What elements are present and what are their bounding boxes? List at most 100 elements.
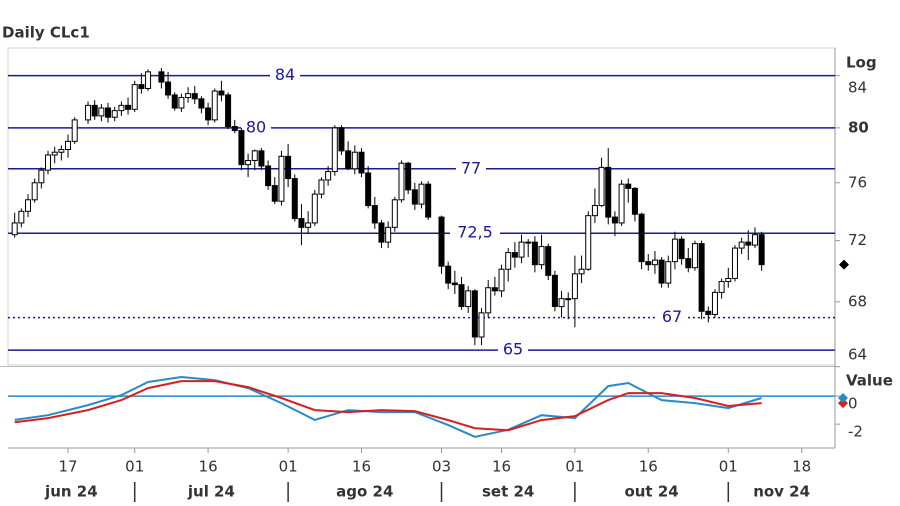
candle-body xyxy=(645,261,652,266)
candle-body xyxy=(685,258,692,269)
candle-body xyxy=(238,130,245,166)
candle-body xyxy=(638,213,645,263)
candle-body xyxy=(11,222,18,236)
candle-body xyxy=(185,93,192,99)
candle-body xyxy=(565,298,572,301)
candle-body xyxy=(165,81,172,96)
candle-body xyxy=(711,291,718,315)
candle-body xyxy=(211,90,218,121)
candle-body xyxy=(745,241,752,246)
y-tick-label: 80 xyxy=(848,118,869,136)
candle-body xyxy=(245,159,252,166)
candle-body xyxy=(205,107,212,121)
candle-body xyxy=(58,148,65,153)
month-label: set 24 xyxy=(482,483,534,501)
month-label: nov 24 xyxy=(753,483,810,501)
x-tick-label: 18 xyxy=(792,458,811,476)
candle-body xyxy=(571,273,578,300)
candle-body xyxy=(471,290,478,338)
candle-body xyxy=(131,84,138,110)
candle-body xyxy=(738,241,745,249)
candle-body xyxy=(351,151,358,170)
candle-body xyxy=(338,127,345,152)
x-tick-label: 01 xyxy=(279,458,298,476)
oscillator-line xyxy=(14,375,762,438)
y-tick-label: 76 xyxy=(848,173,867,191)
candle-body xyxy=(358,151,365,174)
candle-body xyxy=(38,169,45,184)
candle-body xyxy=(191,93,198,100)
candle-body xyxy=(705,310,712,315)
candle-body xyxy=(658,259,665,284)
level-label-bg xyxy=(456,159,486,178)
candle-body xyxy=(458,284,465,308)
candle-body xyxy=(518,241,525,258)
candle-body xyxy=(698,243,705,312)
candle-body xyxy=(511,252,518,258)
candle-body xyxy=(138,84,145,89)
x-tick-label: 01 xyxy=(125,458,144,476)
candle-body xyxy=(618,183,625,224)
candle-body xyxy=(305,222,312,228)
level-label-bg xyxy=(270,66,300,85)
candle-body xyxy=(671,238,678,263)
candle-body xyxy=(85,104,92,121)
candle-body xyxy=(371,205,378,224)
candle-body xyxy=(65,140,72,150)
candle-body xyxy=(345,150,352,170)
candle-body xyxy=(665,261,672,284)
candle-body xyxy=(758,234,765,266)
candle-body xyxy=(631,187,638,215)
candle-body xyxy=(445,265,452,284)
level-label-bg xyxy=(450,224,500,243)
candle-body xyxy=(311,193,318,224)
candle-body xyxy=(331,127,338,173)
candle-body xyxy=(285,155,292,180)
candle-body xyxy=(691,243,698,269)
candle-body xyxy=(625,183,632,189)
candle-body xyxy=(198,98,205,109)
month-label: ago 24 xyxy=(336,483,393,501)
candle-body xyxy=(385,226,392,243)
candle-body xyxy=(231,126,238,132)
candle-body xyxy=(598,166,605,207)
candle-body xyxy=(251,150,258,161)
candle-body xyxy=(611,216,618,224)
y2-tick-label: -2 xyxy=(848,423,863,441)
candle-body xyxy=(31,182,38,201)
y-tick-label: 72 xyxy=(848,231,867,249)
level-label: 72,5 xyxy=(457,223,493,242)
chart-title: Daily CLc1 xyxy=(2,24,90,42)
candle-body xyxy=(98,107,105,117)
candle-body xyxy=(258,150,265,167)
level-label-bg xyxy=(657,308,687,327)
candle-body xyxy=(418,183,425,205)
candle-body xyxy=(325,171,332,181)
candle-body xyxy=(505,252,512,270)
x-tick-label: 01 xyxy=(565,458,584,476)
candle-body xyxy=(438,216,445,267)
level-label: 80 xyxy=(246,117,266,136)
candle-body xyxy=(178,97,185,109)
candle-body xyxy=(425,183,432,218)
candle-body xyxy=(651,259,658,266)
y-tick-label: 64 xyxy=(848,346,867,364)
candle-body xyxy=(91,104,98,117)
candle-body xyxy=(465,290,472,308)
candle-body xyxy=(678,238,685,260)
candle-body xyxy=(398,162,405,201)
candle-body xyxy=(731,247,738,279)
level-label: 65 xyxy=(503,340,523,359)
oscillator-last-marker xyxy=(838,393,848,404)
candle-body xyxy=(531,241,538,266)
candle-body xyxy=(105,107,112,118)
y2-tick-label: 0 xyxy=(848,395,858,413)
x-tick-label: 16 xyxy=(199,458,218,476)
candle-body xyxy=(45,154,52,171)
candle-body xyxy=(485,287,492,314)
candle-body xyxy=(478,312,485,338)
x-tick-label: 17 xyxy=(58,458,77,476)
candle-body xyxy=(158,71,165,83)
x-tick-label: 01 xyxy=(719,458,738,476)
